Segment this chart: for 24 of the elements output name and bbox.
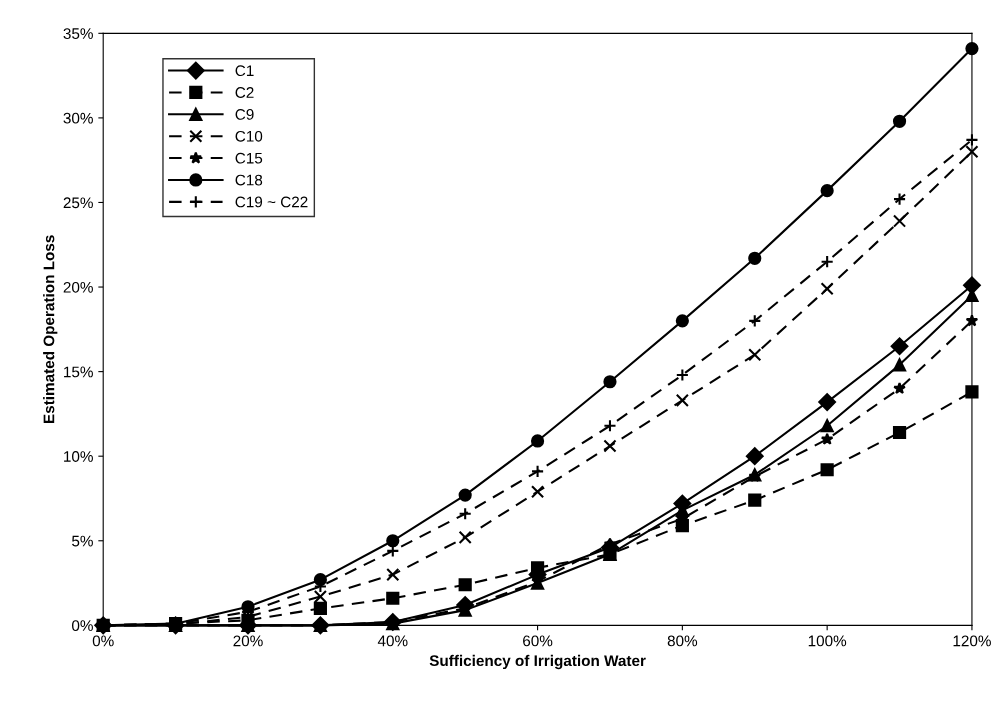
x-tick-label: 100%	[808, 635, 847, 647]
y-tick-label: 25%	[63, 197, 93, 209]
legend-label: C9	[235, 109, 254, 120]
x-tick-label: 20%	[233, 635, 263, 647]
y-tick-label: 15%	[64, 366, 93, 378]
legend-label: C1	[235, 65, 254, 77]
y-axis-title: Estimated Operation Loss	[43, 235, 58, 423]
legend-label: C2	[235, 87, 254, 98]
legend-label: C19 ~ C22	[235, 196, 308, 208]
legend-label: C10	[235, 130, 263, 142]
x-tick-label: 40%	[377, 635, 408, 647]
y-tick-label: 0%	[72, 620, 93, 632]
x-axis-title: Sufficiency of Irrigation Water	[429, 654, 646, 670]
legend-label: C15	[235, 152, 263, 164]
y-tick-label: 10%	[64, 451, 93, 462]
legend-label: C18	[235, 174, 263, 186]
x-tick-label: 80%	[667, 635, 698, 647]
x-tick-label: 60%	[523, 635, 553, 647]
x-tick-label: 0%	[92, 635, 114, 647]
y-tick-label: 5%	[72, 535, 93, 547]
y-tick-label: 20%	[63, 281, 93, 293]
x-tick-label: 120%	[953, 635, 991, 647]
y-tick-label: 30%	[63, 112, 93, 124]
y-tick-label: 35%	[63, 28, 93, 40]
